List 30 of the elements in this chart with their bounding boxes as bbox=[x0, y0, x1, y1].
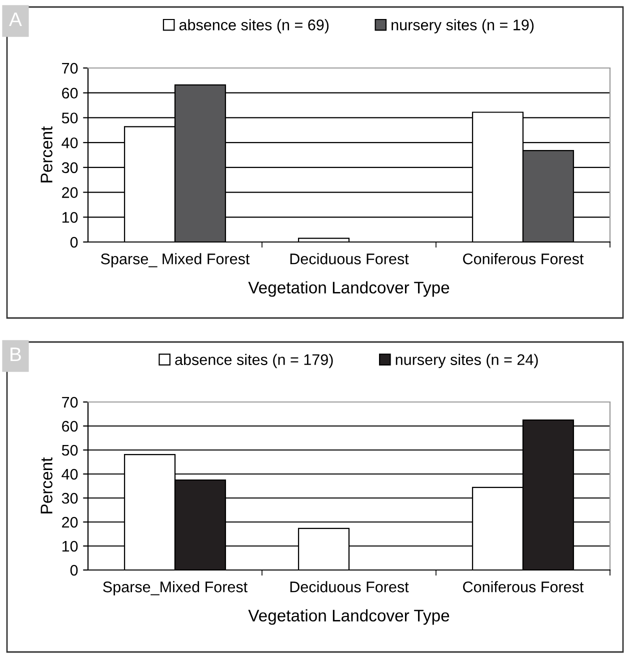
legend-label: nursery sites (n = 24) bbox=[396, 354, 538, 368]
y-tick-label: 30 bbox=[62, 492, 78, 504]
x-tick-label: Sparse_Mixed Forest bbox=[103, 581, 248, 596]
legend-label: absence sites (n = 179) bbox=[175, 354, 333, 368]
y-tick-label: 10 bbox=[62, 540, 78, 552]
x-tick-label: Coniferous Forest bbox=[463, 581, 584, 592]
x-tick-label: Deciduous Forest bbox=[290, 581, 409, 592]
legend-label: absence sites (n = 69) bbox=[179, 19, 329, 34]
legend-label: nursery sites (n = 19) bbox=[392, 19, 534, 34]
y-tick-label: 10 bbox=[62, 212, 78, 223]
y-tick-label: 60 bbox=[62, 88, 78, 99]
y-tick-label: 50 bbox=[62, 112, 78, 124]
y-tick-label: 40 bbox=[62, 137, 78, 148]
x-tick-label: Sparse_ Mixed Forest bbox=[100, 253, 250, 268]
y-tick-label: 70 bbox=[62, 62, 78, 74]
x-tick-label: Deciduous Forest bbox=[290, 253, 409, 264]
y-tick-label: 0 bbox=[70, 236, 78, 248]
y-tick-label: 20 bbox=[62, 516, 78, 528]
y-axis-title: Percent bbox=[40, 126, 52, 182]
y-tick-label: 20 bbox=[62, 187, 78, 198]
y-tick-label: 60 bbox=[62, 420, 78, 432]
y-tick-label: 30 bbox=[62, 162, 78, 174]
x-axis-title: Vegetation Landcover Type bbox=[248, 281, 450, 297]
y-tick-label: 40 bbox=[62, 468, 78, 480]
y-axis-title: Percent bbox=[40, 457, 52, 514]
x-axis-title: Vegetation Landcover Type bbox=[248, 609, 450, 625]
y-tick-label: 50 bbox=[62, 444, 78, 456]
y-tick-label: 0 bbox=[70, 564, 78, 576]
x-tick-label: Coniferous Forest bbox=[463, 253, 584, 264]
y-tick-label: 70 bbox=[62, 396, 78, 408]
